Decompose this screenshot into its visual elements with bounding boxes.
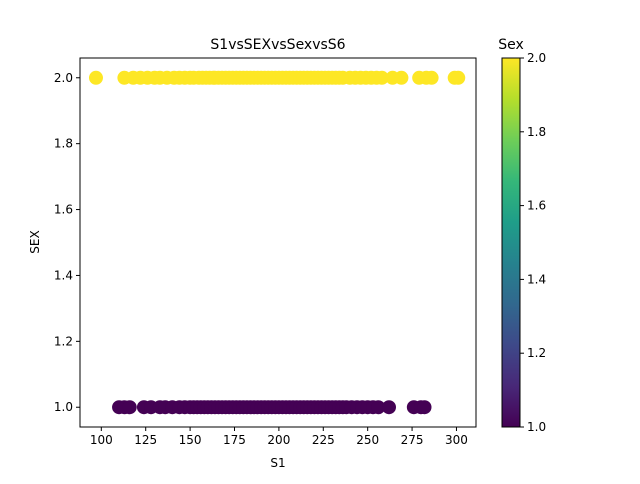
y-tick-label: 1.0 bbox=[54, 400, 73, 414]
axes-frame bbox=[79, 57, 477, 428]
x-tick-label: 125 bbox=[134, 433, 157, 447]
x-tick-label: 275 bbox=[401, 433, 424, 447]
scatter-point bbox=[394, 70, 409, 85]
y-tick-label: 1.4 bbox=[54, 268, 73, 282]
y-tick-label: 1.6 bbox=[54, 203, 73, 217]
x-tick-label: 225 bbox=[312, 433, 335, 447]
scatter-point bbox=[451, 70, 466, 85]
x-axis-label: S1 bbox=[270, 456, 285, 470]
scatter-point bbox=[88, 70, 103, 85]
y-tick-label: 2.0 bbox=[54, 71, 73, 85]
y-axis-label: SEX bbox=[28, 230, 42, 253]
colorbar-tick-label: 1.8 bbox=[527, 125, 546, 139]
points-layer bbox=[88, 70, 466, 415]
colorbar-tick-label: 1.4 bbox=[527, 272, 546, 286]
scatter-point bbox=[417, 400, 432, 415]
colorbar-tick-label: 1.6 bbox=[527, 199, 546, 213]
scatter-point bbox=[371, 400, 386, 415]
colorbar-ticks: 1.0 1.2 1.4 1.6 1.8 2.0 bbox=[520, 51, 546, 434]
x-tick-label: 100 bbox=[90, 433, 113, 447]
y-ticks: 1.0 1.2 1.4 1.6 1.8 2.0 bbox=[54, 71, 80, 414]
x-tick-label: 150 bbox=[179, 433, 202, 447]
scatter-point bbox=[122, 400, 137, 415]
x-ticks: 100 125 150 175 200 225 250 275 300 bbox=[90, 427, 468, 447]
colorbar bbox=[501, 57, 521, 428]
y-tick-label: 1.2 bbox=[54, 334, 73, 348]
scatter-point bbox=[374, 70, 389, 85]
x-tick-label: 200 bbox=[267, 433, 290, 447]
colorbar-tick-label: 1.2 bbox=[527, 346, 546, 360]
colorbar-title: Sex bbox=[498, 37, 524, 53]
scatter-point bbox=[424, 70, 439, 85]
chart-title: S1vsSEXvsSexvsS6 bbox=[210, 37, 345, 53]
colorbar-tick-label: 1.0 bbox=[527, 420, 546, 434]
colorbar-tick-label: 2.0 bbox=[527, 51, 546, 65]
x-tick-label: 175 bbox=[223, 433, 246, 447]
y-tick-label: 1.8 bbox=[54, 137, 73, 151]
scatter-point bbox=[381, 400, 396, 415]
x-tick-label: 300 bbox=[445, 433, 468, 447]
x-tick-label: 250 bbox=[356, 433, 379, 447]
